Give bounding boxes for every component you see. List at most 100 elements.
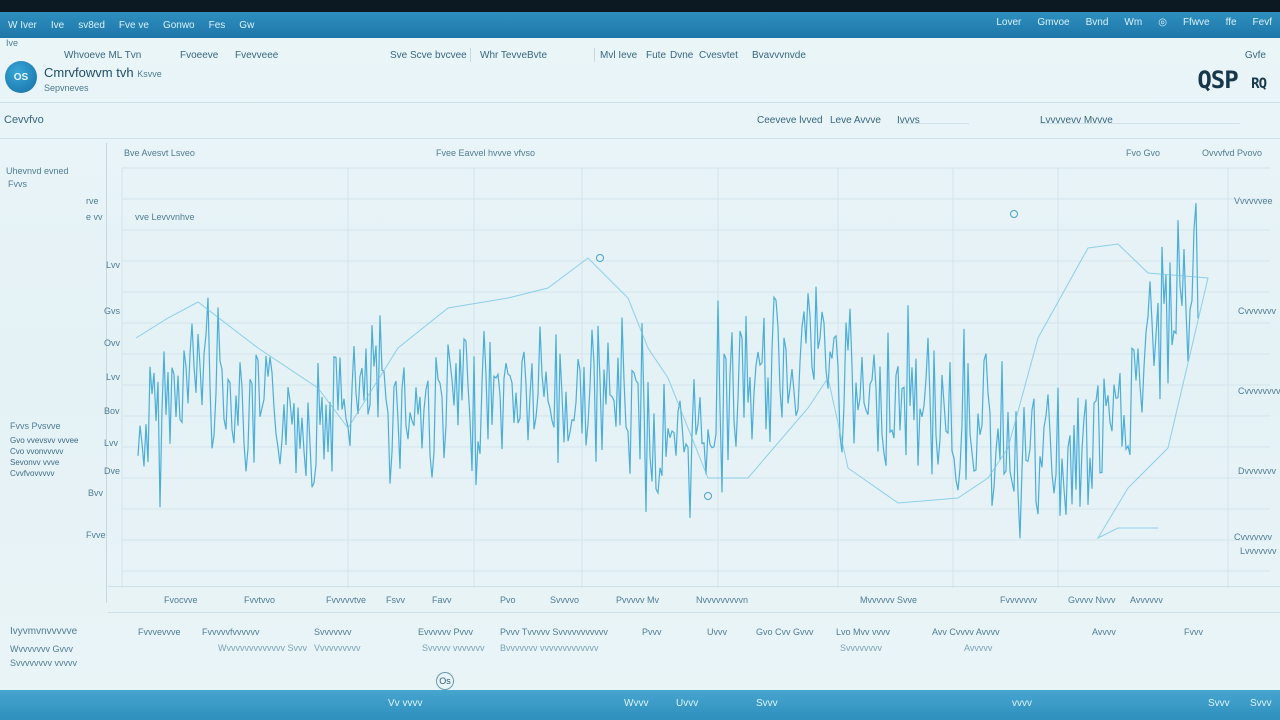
status-item[interactable]: Wvvv xyxy=(624,698,649,709)
footer-left-line: Wvvvvvvv Gvvv xyxy=(10,644,73,654)
header-code-suffix: RQ xyxy=(1251,76,1267,92)
x-axis-label: Fvocvve xyxy=(164,595,198,605)
settings-icon[interactable]: ◎ xyxy=(1158,17,1167,28)
footer-sub-item: Svvvvvvvv xyxy=(840,643,883,653)
top-right-item[interactable]: Wm xyxy=(1124,17,1143,28)
footer-sub-item: Vvvvvvvvvv xyxy=(314,643,361,653)
input-underline xyxy=(897,123,969,124)
footer-item[interactable]: Avv Cvvvv Avvvv xyxy=(932,627,1000,637)
y-axis-label: Lvv xyxy=(104,438,119,448)
top-menu-item[interactable]: Fve ve xyxy=(118,19,149,31)
header-nav-item[interactable]: Scve bvcvee xyxy=(410,50,467,61)
toolbar-item[interactable]: Ceeveve lvved xyxy=(757,115,823,126)
footer-item[interactable]: Fvvvevvve xyxy=(138,627,181,637)
bottom-status-bar: Vv vvvv Wvvv Uvvv Svvv vvvv Svvv Svvv xyxy=(0,690,1280,720)
top-right-menu: Lover Gmvoe Bvnd Wm ◎ Ffwve ffe Fevf xyxy=(996,17,1272,28)
footer-item[interactable]: Fvvvvvfvvvvvv xyxy=(202,627,260,637)
header-nav-item[interactable]: Sve xyxy=(390,50,408,61)
x-axis-label: Fvvvvvtve xyxy=(326,595,367,605)
y-axis-label: Ovv xyxy=(104,338,121,348)
top-right-item[interactable]: Gmvoe xyxy=(1037,17,1070,28)
data-marker[interactable] xyxy=(596,254,604,262)
top-menu-item[interactable]: Gw xyxy=(239,19,255,31)
footer-sub-item: Avvvvv xyxy=(964,643,993,653)
top-edge xyxy=(0,0,1280,12)
footer-item[interactable]: Svvvvvvv xyxy=(314,627,352,637)
status-item[interactable]: Svvv xyxy=(1250,698,1272,709)
status-item[interactable]: Svvv xyxy=(756,698,778,709)
data-marker[interactable] xyxy=(704,492,712,500)
y-axis-label: rve xyxy=(86,196,99,206)
right-axis-label: Cvvvvvvv xyxy=(1234,532,1272,542)
main-screen: Ive Whvoeve ML Tvn Fvoeeve Fvevveee Sve … xyxy=(0,38,1280,690)
right-axis-label: Dvvvvvvv xyxy=(1238,466,1276,476)
status-item[interactable]: vvvv xyxy=(1012,698,1032,709)
footer-item[interactable]: Fvvv xyxy=(1184,627,1203,637)
x-axis-label: Pvo xyxy=(500,595,516,605)
header-nav-item[interactable]: Whr Tevve xyxy=(480,50,528,61)
footer-item[interactable]: Evvvvvv Pvvv xyxy=(418,627,474,637)
top-menu-item[interactable]: sv8ed xyxy=(78,19,105,31)
y-axis-label: Lvv xyxy=(106,372,121,382)
chart-header-title: Fvee Eavvel hvvve vfvso xyxy=(436,148,536,158)
footer-item[interactable]: Pvvv Tvvvvv Svvvvvvvvvvv xyxy=(500,627,608,637)
header-nav-item[interactable]: Whvoeve ML Tvn xyxy=(64,50,142,61)
toolbar-item[interactable]: Lvvvvevv Mvvve xyxy=(1040,115,1113,126)
toolbar-label: Cevvfvo xyxy=(4,114,44,126)
top-menu-item[interactable]: Gonwo xyxy=(162,19,195,31)
footer-item[interactable]: Avvvv xyxy=(1092,627,1116,637)
input-underline xyxy=(1040,123,1240,124)
x-axis-label: Gvvvv Nvvv xyxy=(1068,595,1116,605)
header-nav-item[interactable]: Fvevveee xyxy=(235,50,279,61)
top-menu-item[interactable]: W Iver xyxy=(8,19,37,31)
chart-header-right[interactable]: Fvo Gvo xyxy=(1126,148,1161,158)
footer-item[interactable]: Pvvv xyxy=(642,627,662,637)
header-nav-item[interactable]: Bvavvvnvde xyxy=(752,50,806,61)
left-panel-line: Gvo vvevsvv vvvee xyxy=(10,436,79,445)
header-nav-item[interactable]: Gvfe xyxy=(1244,50,1266,61)
top-right-item[interactable]: Lover xyxy=(996,17,1022,28)
divider xyxy=(594,48,595,62)
header-nav-item[interactable]: Fute xyxy=(646,50,667,61)
header-nav-item[interactable]: Mvl Ieve xyxy=(600,50,638,61)
app-logo[interactable]: OS xyxy=(5,61,37,93)
y-axis-label: Bov xyxy=(104,406,120,416)
divider xyxy=(106,143,107,603)
top-menu-bar: W Iver Ive sv8ed Fve ve Gonwo Fes Gw Lov… xyxy=(0,12,1280,38)
chart-header-left: Bve Avesvt Lsveo xyxy=(124,148,195,158)
top-right-item[interactable]: Fevf xyxy=(1252,17,1272,28)
left-panel-line: Cvo vvonvvvvv xyxy=(10,447,64,456)
footer-item[interactable]: Gvo Cvv Gvvv xyxy=(756,627,814,637)
y-axis-label: e vv xyxy=(86,212,103,222)
left-panel-title: Uhevnvd evned xyxy=(6,166,69,176)
header-corner-label: Ive xyxy=(6,38,19,48)
brand-name: Cmrvfowvm tvh Ksvve xyxy=(44,65,162,80)
top-menu-item[interactable]: Fes xyxy=(208,19,226,31)
chart-gridlines xyxy=(121,167,1270,588)
toolbar-item[interactable]: Leve Avvve xyxy=(830,115,881,126)
header-nav-item[interactable]: Cvesvtet xyxy=(699,50,738,61)
top-right-item[interactable]: Ffwve xyxy=(1182,17,1210,28)
divider xyxy=(108,612,1280,613)
divider xyxy=(0,102,1280,103)
home-icon[interactable]: Os xyxy=(436,672,454,690)
footer-sub-item: Wvvvvvvvvvvvvv Svvv xyxy=(218,643,307,653)
toolbar-item[interactable]: Ivvvs xyxy=(897,115,920,126)
brand-subtitle: Sepvneves xyxy=(44,83,89,93)
top-right-item[interactable]: ffe xyxy=(1225,17,1237,28)
chart-header-right[interactable]: Ovvvfvd Pvovo xyxy=(1202,148,1263,158)
top-menu-item[interactable]: Ive xyxy=(50,19,65,31)
header-nav-item[interactable]: Fvoeeve xyxy=(180,50,219,61)
status-item[interactable]: Vv vvvv xyxy=(388,698,423,709)
status-item[interactable]: Svvv xyxy=(1208,698,1230,709)
y-axis-label: Fvve xyxy=(86,530,106,540)
top-right-item[interactable]: Bvnd xyxy=(1085,17,1109,28)
header-nav-item[interactable]: Bvte xyxy=(527,50,548,61)
footer-item[interactable]: Lvo Mvv vvvv xyxy=(836,627,891,637)
header-nav-item[interactable]: Dvne xyxy=(670,50,694,61)
waveform-chart[interactable] xyxy=(108,148,1280,598)
status-item[interactable]: Uvvv xyxy=(676,698,699,709)
footer-item[interactable]: Uvvv xyxy=(707,627,727,637)
x-axis-label: Fvvvvvvv xyxy=(1000,595,1037,605)
data-marker[interactable] xyxy=(1010,210,1018,218)
